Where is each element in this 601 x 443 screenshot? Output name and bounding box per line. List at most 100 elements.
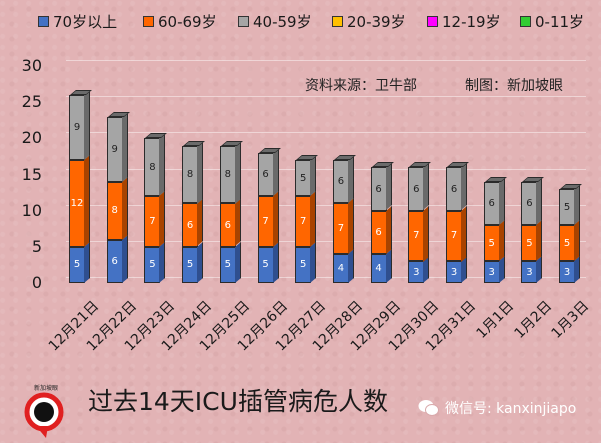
legend-swatch [238, 16, 249, 27]
legend-label: 0-11岁 [535, 13, 585, 31]
bar-segment: 5 [559, 189, 576, 226]
bar-segment: 4 [332, 254, 349, 283]
bar-segment: 6 [521, 181, 538, 226]
bar-segment: 7 [257, 196, 274, 247]
bar-segment-side [234, 198, 241, 247]
gridline [66, 132, 586, 134]
wechat-icon [418, 400, 439, 416]
y-tick-label: 25 [21, 92, 42, 112]
gridline [66, 240, 586, 242]
legend-item: 12-19岁 [427, 11, 501, 32]
bar-segment: 6 [257, 152, 274, 197]
bar-segment: 5 [69, 246, 85, 283]
x-tick-label: 1月3日 [548, 298, 593, 342]
bar-segment: 5 [295, 246, 312, 283]
bar-segment-side [536, 176, 543, 226]
legend-label: 60-69岁 [158, 13, 217, 31]
bar-segment: 9 [69, 95, 85, 161]
bar-segment-side [310, 155, 317, 197]
bar-segment-side [234, 241, 241, 283]
bar-segment-side [461, 162, 467, 211]
gridline [66, 277, 586, 278]
bar-segment-side [574, 183, 581, 226]
bar-segment-side [84, 155, 90, 247]
bar-segment-side [197, 241, 204, 283]
wechat-id: 微信号: kanxinjiapo [418, 398, 576, 418]
bar-segment-side [121, 234, 128, 283]
bar-segment: 6 [408, 167, 425, 211]
legend-item: 40-59岁 [238, 11, 312, 32]
bar-segment-side [385, 162, 392, 211]
bar-segment-side [197, 140, 204, 204]
bar-segment-side [347, 155, 354, 204]
gridline [66, 168, 586, 170]
bar-segment-side [272, 241, 279, 283]
bar-segment-side [234, 140, 241, 204]
legend-swatch [427, 16, 438, 27]
bar-segment-side [461, 205, 467, 262]
y-tick-label: 30 [21, 56, 42, 76]
bar-segment-side [272, 147, 279, 197]
bar-segment: 6 [370, 210, 387, 255]
legend-swatch [520, 16, 531, 27]
bar-segment-side [121, 111, 128, 182]
legend-item: 70岁以上 [38, 11, 117, 32]
legend-label: 20-39岁 [347, 13, 406, 31]
bar-segment: 6 [332, 160, 349, 204]
bar-segment: 8 [106, 181, 123, 240]
bar-segment-side [498, 220, 505, 262]
bar-segment: 5 [219, 246, 236, 283]
bar-segment: 6 [182, 203, 199, 247]
bar-segment-side [159, 191, 166, 247]
bar-segment-side [347, 249, 354, 283]
bar-segment-side [272, 191, 279, 247]
bar-segment: 7 [408, 210, 425, 262]
bar-segment: 3 [559, 261, 576, 283]
bar-segment-side [347, 198, 354, 255]
bar-segment-side [310, 241, 317, 283]
bar-segment: 7 [446, 210, 462, 262]
bar-segment: 7 [144, 196, 161, 247]
y-tick-label: 20 [21, 128, 42, 148]
bar-segment: 6 [483, 181, 500, 226]
bar-segment-side [385, 205, 392, 255]
bar-segment-side [574, 220, 581, 262]
bar-segment: 8 [219, 145, 236, 204]
bar-segment: 3 [521, 261, 538, 283]
gridline [66, 204, 586, 206]
bar-segment: 8 [182, 145, 199, 204]
bar-segment: 6 [219, 203, 236, 247]
logo-icon: 新加坡眼 [24, 384, 64, 438]
bar-segment-side [84, 241, 90, 283]
bar-segment: 4 [370, 254, 387, 283]
bar-segment: 5 [182, 246, 199, 283]
chart-title: 过去14天ICU插管病危人数 [88, 387, 388, 416]
bar-segment-side [159, 133, 166, 197]
data-source-label: 资料来源：卫牛部 [305, 78, 417, 94]
svg-text:新加坡眼: 新加坡眼 [34, 384, 58, 392]
y-tick-label: 15 [21, 164, 42, 184]
y-tick-label: 5 [31, 236, 42, 256]
bar-segment-side [310, 191, 317, 247]
bar-segment: 9 [106, 116, 123, 182]
legend-swatch [332, 16, 343, 27]
bar-segment-side [159, 241, 166, 283]
bar-segment: 3 [408, 261, 425, 283]
bar-segment: 6 [370, 167, 387, 211]
x-tick-label: 1月2日 [511, 298, 555, 342]
bar-segment: 5 [144, 246, 161, 283]
bar-segment: 7 [332, 203, 349, 255]
bar-segment: 7 [295, 196, 312, 247]
bar-segment: 5 [521, 225, 538, 262]
bar-segment-side [536, 220, 543, 262]
chart-legend: 70岁以上 60-69岁 40-59岁 20-39岁 12-19岁 0-11岁 [0, 11, 601, 33]
made-by-label: 制图：新加坡眼 [465, 78, 563, 94]
gridline [66, 60, 586, 62]
y-tick-label: 10 [21, 200, 42, 220]
bar-segment-side [423, 162, 430, 211]
bar-segment-side [423, 205, 430, 262]
bar-segment-side [121, 176, 128, 240]
bar-segment: 3 [446, 261, 462, 283]
bar-segment: 5 [295, 160, 312, 197]
